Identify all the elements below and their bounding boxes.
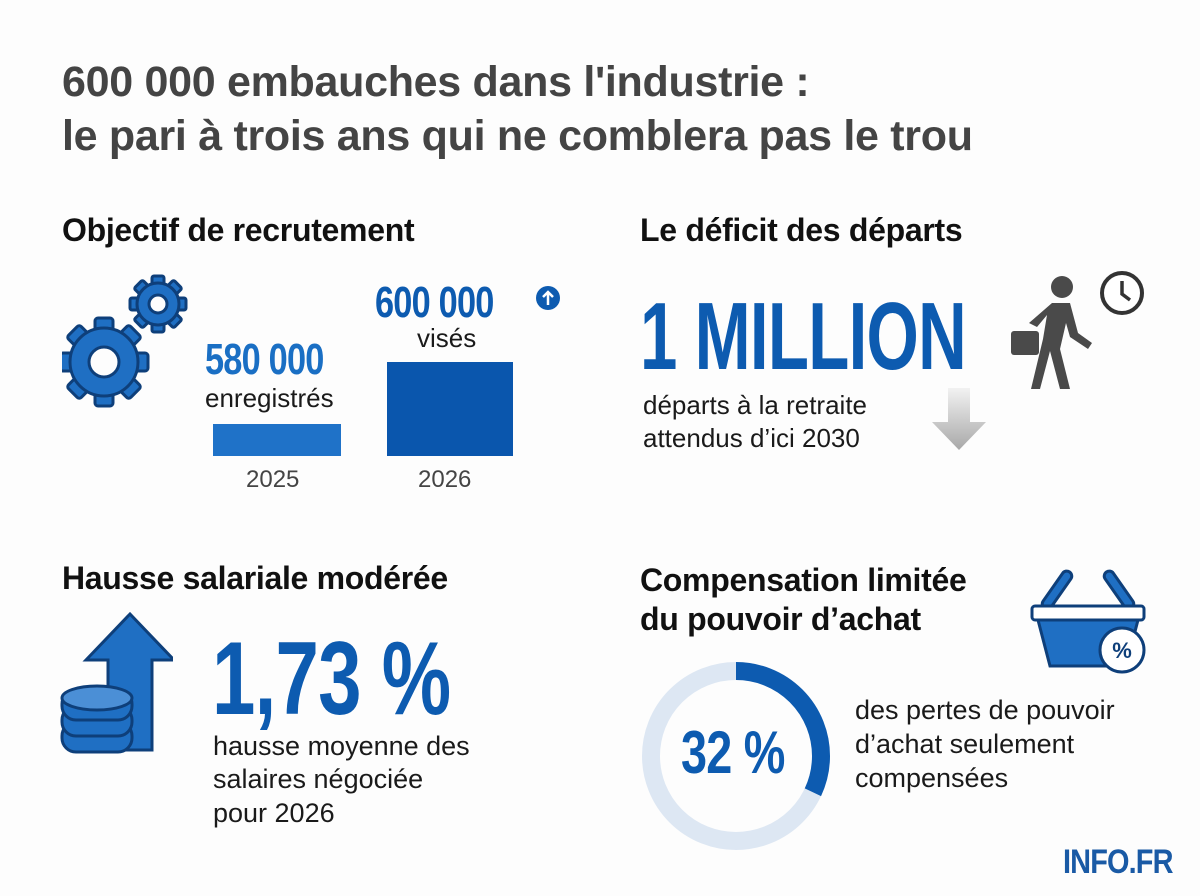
donut-progress-arc <box>642 662 830 850</box>
departures-line-1: départs à la retraite <box>643 390 868 420</box>
year-2026: 2026 <box>418 466 472 493</box>
salary-line-2: salaires négociée <box>213 764 424 794</box>
compensation-line-1: des pertes de pouvoir <box>855 695 1115 725</box>
gears-icon <box>62 274 188 408</box>
recruitment-heading: Objectif de recrutement <box>62 212 415 248</box>
coins-up-arrow-icon <box>60 611 173 754</box>
compensation-heading-1: Compensation limitée <box>640 562 967 598</box>
walking-man-briefcase-icon <box>1011 271 1144 389</box>
caption-2025: enregistrés <box>205 383 334 413</box>
value-2025: 580 000 <box>205 335 324 384</box>
salary-line-1: hausse moyenne des <box>213 731 470 761</box>
compensation-line-2: d’achat seulement <box>855 729 1075 759</box>
title-line-2: le pari à trois ans qui ne comblera pas … <box>62 112 973 160</box>
departures-value: 1 MILLION <box>640 283 967 390</box>
compensation-heading-2: du pouvoir d’achat <box>640 601 921 637</box>
salary-heading: Hausse salariale modérée <box>62 560 448 596</box>
value-2026: 600 000 <box>375 278 494 327</box>
shopping-basket-percent-icon: % <box>1030 569 1146 674</box>
departures-line-2: attendus d’ici 2030 <box>643 423 860 453</box>
arrow-up-circle-icon <box>536 286 560 310</box>
bar-2026 <box>387 362 513 456</box>
bar-2025 <box>213 424 341 456</box>
salary-line-3: pour 2026 <box>213 798 335 828</box>
departures-heading: Le déficit des départs <box>640 212 963 248</box>
donut-chart <box>642 662 830 850</box>
caption-2026: visés <box>417 323 477 353</box>
salary-value: 1,73 % <box>212 621 451 737</box>
compensation-line-3: compensées <box>855 763 1009 793</box>
year-2025: 2025 <box>246 466 300 493</box>
info-fr-logo: INFO.FR <box>1063 843 1173 881</box>
down-arrow-icon <box>932 388 986 450</box>
svg-text:%: % <box>1112 638 1132 663</box>
title-line-1: 600 000 embauches dans l'industrie : <box>62 58 810 106</box>
compensation-value: 32 % <box>681 719 785 786</box>
